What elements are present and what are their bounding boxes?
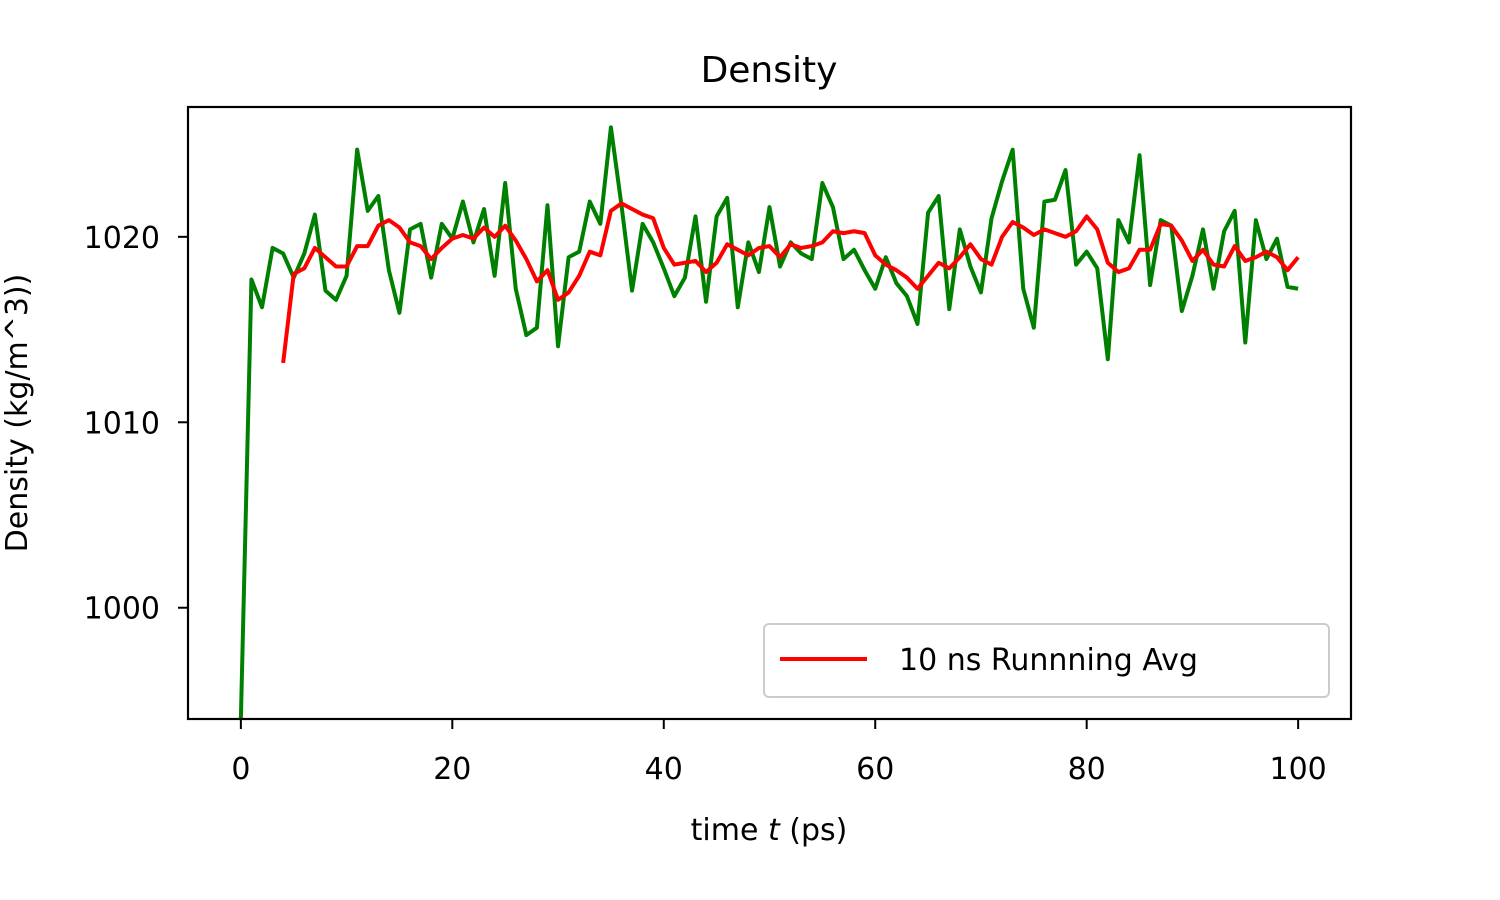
plot-frame bbox=[186, 105, 1353, 721]
x-axis-label-variable: t bbox=[768, 813, 781, 848]
legend: 10 ns Runnning Avg bbox=[763, 623, 1330, 698]
x-tick-label: 60 bbox=[856, 752, 894, 787]
x-tick-label: 0 bbox=[231, 752, 250, 787]
chart-title: Density bbox=[701, 50, 838, 91]
x-tick-label: 100 bbox=[1270, 752, 1327, 787]
y-axis-label: Density (kg/m^3)) bbox=[0, 274, 35, 553]
y-axis-ticks: 1000 1010 1020 bbox=[84, 221, 188, 627]
x-tick-label: 20 bbox=[433, 752, 471, 787]
x-axis-label-prefix: time bbox=[691, 813, 768, 848]
y-tick-label: 1000 bbox=[84, 592, 160, 627]
series-layer bbox=[238, 125, 1300, 720]
y-tick-label: 1020 bbox=[84, 221, 160, 256]
y-tick-label: 1010 bbox=[84, 406, 160, 441]
x-axis-label-suffix: (ps) bbox=[780, 813, 848, 848]
x-axis-ticks: 0 20 40 60 80 100 bbox=[231, 719, 1327, 787]
legend-box bbox=[763, 623, 1330, 698]
x-tick-label: 80 bbox=[1068, 752, 1106, 787]
density-series-line bbox=[238, 125, 1299, 720]
legend-label-running-avg: 10 ns Runnning Avg bbox=[899, 643, 1198, 678]
x-axis-label: time t (ps) bbox=[691, 813, 848, 848]
x-tick-label: 40 bbox=[645, 752, 683, 787]
running-avg-series-line bbox=[281, 201, 1300, 364]
